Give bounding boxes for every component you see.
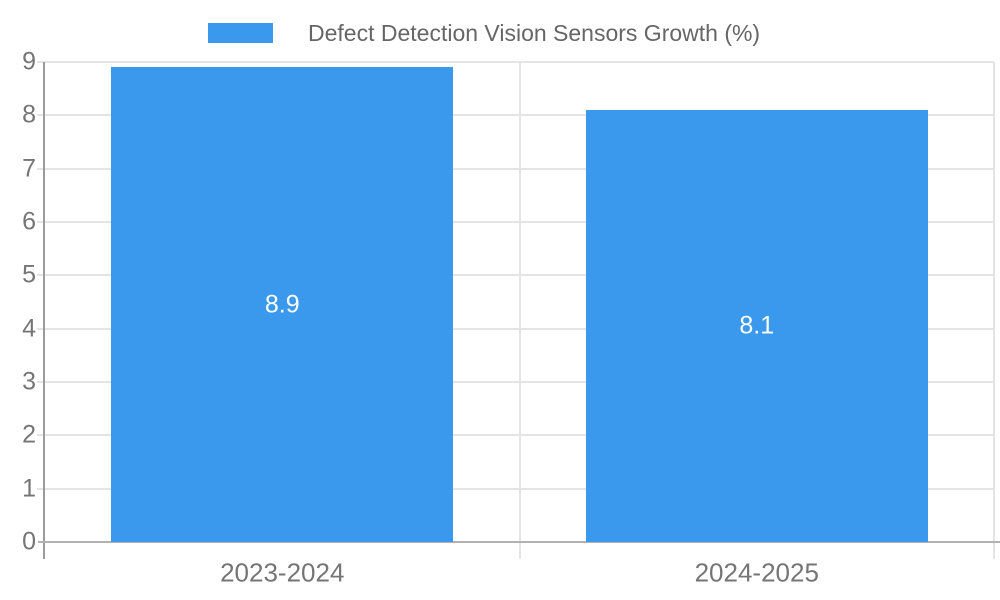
x-gridline [993,62,995,559]
x-gridline [519,62,521,559]
y-axis-tick [37,274,45,277]
y-axis-tick-label: 4 [22,314,36,343]
y-axis-tick-label: 8 [22,100,36,129]
bar-2024-2025[interactable] [586,110,928,542]
y-axis-tick [37,487,45,490]
y-axis-tick-label: 6 [22,207,36,236]
bar-value-label: 8.9 [264,290,300,319]
bar-2023-2024[interactable] [111,67,453,542]
x-axis-category-label: 2023-2024 [220,557,345,588]
y-axis-tick [37,434,45,437]
legend-color-swatch [208,23,273,43]
y-axis-tick [37,381,45,383]
y-axis-tick-label: 1 [22,474,36,503]
y-axis-tick [37,114,45,117]
y-axis-tick-label: 7 [22,154,36,183]
x-axis-line [38,541,1000,543]
y-axis-tick [37,167,45,170]
y-axis-tick-label: 9 [22,47,36,76]
y-axis-tick-label: 3 [22,367,36,396]
y-axis-line [43,62,45,559]
legend-label: Defect Detection Vision Sensors Growth (… [308,20,761,46]
y-axis-tick-label: 5 [22,260,36,289]
y-axis-tick [37,327,45,330]
legend[interactable]: Defect Detection Vision Sensors Growth (… [208,20,761,46]
y-axis-tick-label: 0 [22,527,36,556]
x-axis-category-label: 2024-2025 [694,557,819,588]
y-axis-tick [37,61,45,63]
y-axis-tick-label: 2 [22,420,36,449]
y-axis-tick [37,221,45,223]
bar-value-label: 8.1 [739,311,775,340]
